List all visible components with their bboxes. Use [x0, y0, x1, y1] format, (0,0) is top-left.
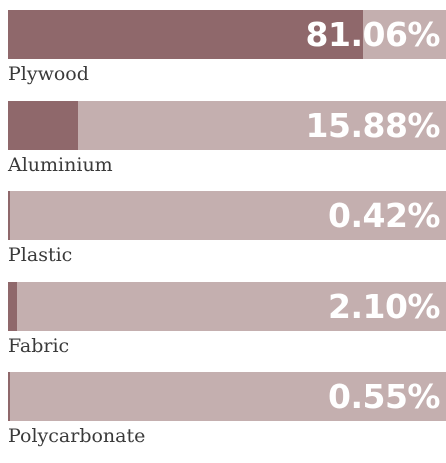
- bar-track: 0.55%: [8, 372, 446, 421]
- bar-track: 81.06%: [8, 10, 446, 59]
- bar-value-label: 15.88%: [305, 105, 441, 145]
- category-label: Plywood: [8, 63, 89, 85]
- bar-track: 0.42%: [8, 191, 446, 240]
- category-label: Plastic: [8, 244, 73, 266]
- bar-fill: [8, 281, 18, 331]
- bar-fill: [8, 191, 10, 240]
- category-label: Fabric: [8, 334, 70, 357]
- bar-track: 2.10%: [8, 281, 446, 331]
- bar-value-label: 81.06%: [305, 15, 441, 54]
- bar-fill: [8, 100, 78, 150]
- category-label: Aluminium: [8, 153, 113, 176]
- bar-row-fabric: 2.10% Fabric: [0, 272, 446, 362]
- bar-value-label: 2.10%: [328, 286, 441, 326]
- bar-row-plastic: 0.42% Plastic: [0, 181, 446, 271]
- bar-value-label: 0.42%: [328, 196, 441, 235]
- bar-fill: [8, 10, 364, 59]
- bar-track: 15.88%: [8, 100, 446, 150]
- bar-row-plywood: 81.06% Plywood: [0, 0, 446, 90]
- bar-fill: [8, 372, 11, 421]
- bar-row-polycarbonate: 0.55% Polycarbonate: [0, 362, 446, 452]
- category-label: Polycarbonate: [8, 425, 146, 447]
- bar-row-aluminium: 15.88% Aluminium: [0, 91, 446, 181]
- bar-value-label: 0.55%: [328, 377, 441, 416]
